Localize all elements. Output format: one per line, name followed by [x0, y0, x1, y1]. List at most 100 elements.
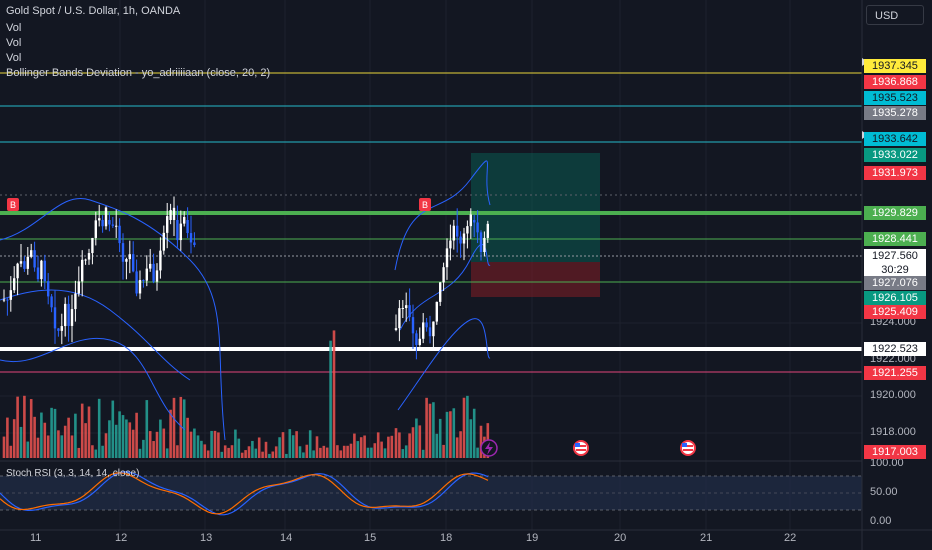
candle — [128, 240, 131, 274]
volume-indicator-label[interactable]: Vol — [6, 37, 22, 49]
symbol-title[interactable]: Gold Spot / U.S. Dollar, 1h, OANDA — [6, 5, 181, 17]
volume-bar — [376, 432, 380, 458]
bb-upper — [0, 160, 491, 441]
candle — [193, 232, 196, 248]
volume-bar — [438, 418, 442, 458]
price-label[interactable]: 1936.868 — [864, 75, 926, 89]
volume-bar — [165, 448, 169, 458]
candle — [67, 295, 70, 342]
volume-bar — [442, 444, 445, 458]
bb-basis — [0, 243, 491, 381]
volume-bar — [305, 444, 309, 458]
candle — [462, 227, 466, 261]
horizontal-levels[interactable] — [0, 72, 862, 373]
long-position-profit-zone[interactable] — [471, 153, 600, 262]
candle — [456, 208, 459, 253]
price-label[interactable]: 1935.523 — [864, 91, 926, 105]
price-label[interactable]: 1927.076 — [864, 276, 926, 290]
candle — [449, 224, 452, 261]
candle — [13, 266, 16, 293]
candle — [64, 297, 67, 337]
price-label[interactable]: 1931.973 — [864, 166, 926, 180]
volume-bar — [131, 429, 135, 458]
volume-bar — [332, 330, 336, 458]
long-position-loss-zone[interactable] — [471, 262, 600, 297]
candle — [476, 210, 479, 244]
price-label[interactable]: 1925.409 — [864, 305, 926, 319]
volume-bar — [125, 419, 128, 458]
stoch-rsi-pane[interactable] — [0, 460, 862, 516]
volume-bar — [288, 429, 292, 458]
volume-indicator-label[interactable]: Vol — [6, 22, 22, 34]
volume-bar — [114, 424, 118, 458]
price-label[interactable]: 1922.523 — [864, 342, 926, 356]
candle — [159, 237, 162, 279]
candle — [33, 241, 36, 272]
volume-bar — [6, 417, 9, 458]
candle — [125, 257, 128, 280]
lightning-icon[interactable] — [480, 439, 498, 457]
volume-bar — [370, 447, 373, 458]
price-label[interactable]: 1933.642 — [864, 132, 926, 146]
buy-signal-marker[interactable]: B — [419, 198, 431, 211]
price-label[interactable]: 1928.441 — [864, 232, 926, 246]
volume-bar — [383, 448, 387, 458]
volume-bar — [220, 451, 224, 458]
volume-bar — [462, 397, 466, 458]
volume-bar — [196, 435, 200, 458]
candle — [132, 241, 135, 273]
candle — [121, 233, 125, 280]
volume-bar — [254, 448, 258, 458]
volume-bar — [411, 427, 415, 458]
date-label: 19 — [526, 532, 539, 544]
candle — [50, 294, 53, 313]
price-label[interactable]: 1933.022 — [864, 148, 926, 162]
volume-bar — [200, 440, 203, 458]
volume-bar — [435, 433, 439, 458]
price-label[interactable]: 1917.003 — [864, 445, 926, 459]
candle — [60, 313, 63, 345]
date-label: 12 — [115, 532, 128, 544]
volume-bar — [359, 437, 363, 458]
volume-indicator-label[interactable]: Vol — [6, 52, 22, 64]
volume-bar — [274, 446, 278, 458]
price-label[interactable]: 30:29 — [864, 263, 926, 277]
price-label[interactable]: 1926.105 — [864, 291, 926, 305]
candle — [6, 298, 9, 316]
candle — [415, 330, 418, 360]
volume-bar — [152, 441, 155, 458]
volume-bar — [261, 451, 264, 458]
candle — [469, 208, 472, 239]
price-label[interactable]: 1937.345 — [864, 59, 926, 73]
price-label[interactable]: 1927.560 — [864, 249, 926, 263]
candle — [101, 215, 104, 233]
volume-bar — [128, 422, 132, 458]
volume-bar — [162, 428, 166, 458]
volume-bar — [142, 439, 145, 458]
currency-button[interactable]: USD — [866, 5, 924, 25]
price-label[interactable]: 1935.278 — [864, 106, 926, 120]
candlesticks[interactable] — [2, 196, 489, 360]
us-flag-icon[interactable] — [573, 440, 589, 456]
candle — [479, 230, 483, 261]
bollinger-indicator-label[interactable]: Bollinger Bands Deviation - yo_adriiiiaa… — [6, 67, 271, 79]
candle — [183, 211, 186, 227]
buy-signal-marker[interactable]: B — [7, 198, 19, 211]
volume-bar — [415, 418, 418, 458]
us-flag-icon[interactable] — [680, 440, 696, 456]
stoch-rsi-label[interactable]: Stoch RSI (3, 3, 14, 14, close) — [6, 468, 140, 479]
candle — [442, 262, 445, 291]
volume-bar — [421, 449, 425, 458]
volume-bar — [244, 450, 247, 458]
volume-bar — [203, 444, 207, 458]
volume-bar — [425, 397, 428, 458]
volume-bar — [339, 450, 343, 458]
price-label[interactable]: 1929.829 — [864, 206, 926, 220]
volume-bar — [145, 400, 149, 458]
candle — [466, 220, 469, 249]
stoch-d-line — [0, 472, 489, 515]
volume-bar — [264, 441, 268, 458]
price-label[interactable]: 1921.255 — [864, 366, 926, 380]
price-axis-tick: 1920.000 — [870, 389, 916, 401]
